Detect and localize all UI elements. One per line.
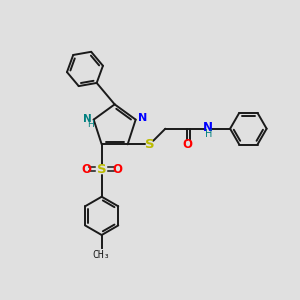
- Text: O: O: [182, 138, 192, 152]
- Text: O: O: [112, 163, 122, 176]
- Text: O: O: [81, 163, 92, 176]
- Text: H: H: [88, 119, 94, 128]
- Text: N: N: [203, 121, 213, 134]
- Text: N: N: [138, 113, 147, 123]
- Text: H: H: [205, 129, 212, 139]
- Text: N: N: [82, 114, 91, 124]
- Text: CH₃: CH₃: [93, 250, 110, 260]
- Text: S: S: [145, 138, 154, 151]
- Text: S: S: [97, 163, 106, 176]
